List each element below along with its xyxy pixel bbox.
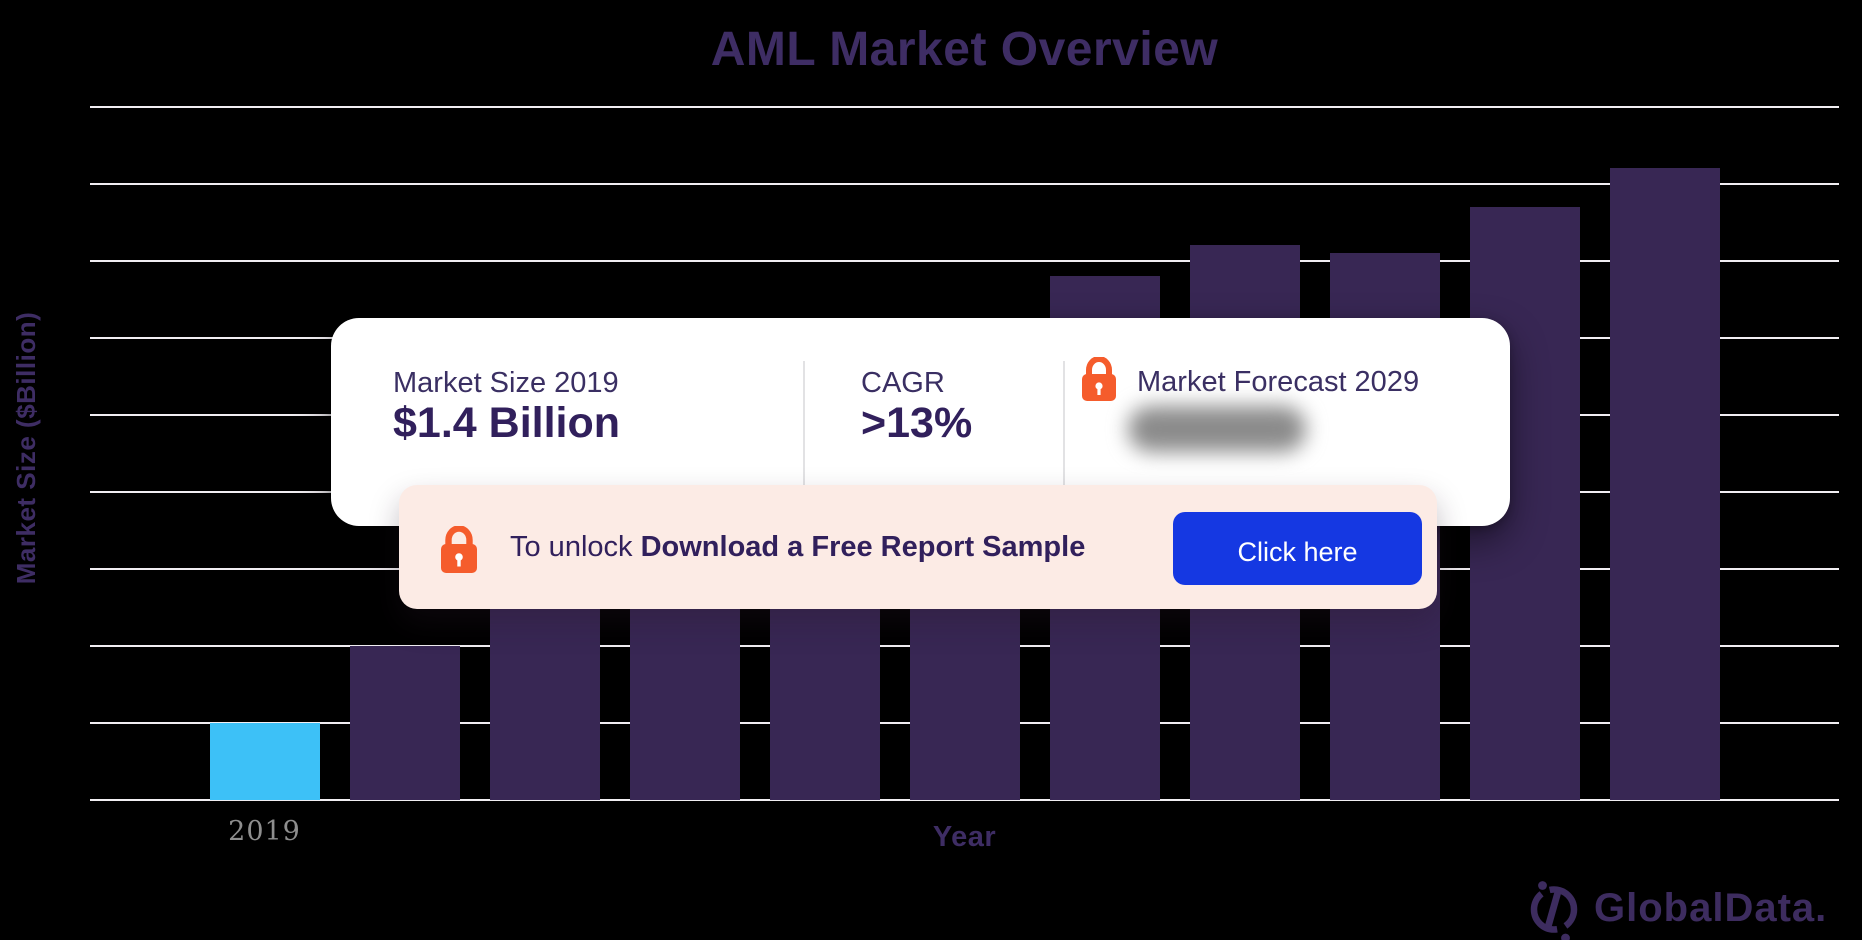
bar-2021 xyxy=(489,572,600,800)
gridline xyxy=(90,182,1839,185)
x-tick-2019: 2019 xyxy=(228,816,301,847)
bar-2020 xyxy=(349,645,460,800)
stat-label: Market Size 2019 xyxy=(393,367,619,399)
y-axis-label: Market Size ($Billion) xyxy=(11,311,41,585)
unlock-message: To unlock Download a Free Report Sample xyxy=(510,485,1085,609)
stat-market-forecast-2029: Market Forecast 2029 xyxy=(1064,318,1510,526)
y-axis-label-wrap: Market Size ($Billion) xyxy=(11,98,41,798)
redacted-value-blur xyxy=(1128,406,1306,452)
gridline xyxy=(90,259,1839,262)
unlock-banner: To unlock Download a Free Report Sample … xyxy=(399,485,1437,609)
stat-value: $1.4 Billion xyxy=(393,399,621,447)
click-here-button[interactable]: Click here xyxy=(1173,512,1422,585)
stat-head: Market Forecast 2029 xyxy=(1064,357,1510,401)
globaldata-wordmark: GlobalData. xyxy=(1594,886,1828,930)
chart-title: AML Market Overview xyxy=(710,23,1219,76)
stat-label: CAGR xyxy=(861,367,945,399)
lock-icon xyxy=(441,526,477,573)
gridline xyxy=(90,798,1839,801)
stat-cagr: CAGR >13% xyxy=(861,318,972,526)
x-axis-label: Year xyxy=(932,821,997,853)
stat-market-size-2019: Market Size 2019 $1.4 Billion xyxy=(393,318,620,526)
gridline xyxy=(90,105,1839,108)
card-divider xyxy=(1063,361,1065,490)
lock-icon xyxy=(1082,357,1116,401)
bar-2029 xyxy=(1609,168,1720,800)
stat-label: Market Forecast 2029 xyxy=(1137,366,1420,398)
unlock-message-prefix: To unlock xyxy=(510,530,641,563)
globaldata-mark-icon xyxy=(1530,881,1578,940)
globaldata-logo: GlobalData. xyxy=(1527,876,1827,940)
unlock-message-bold: Download a Free Report Sample xyxy=(640,530,1086,563)
card-divider xyxy=(803,361,805,490)
stat-value: >13% xyxy=(861,399,973,447)
bar-2019 xyxy=(209,722,320,800)
